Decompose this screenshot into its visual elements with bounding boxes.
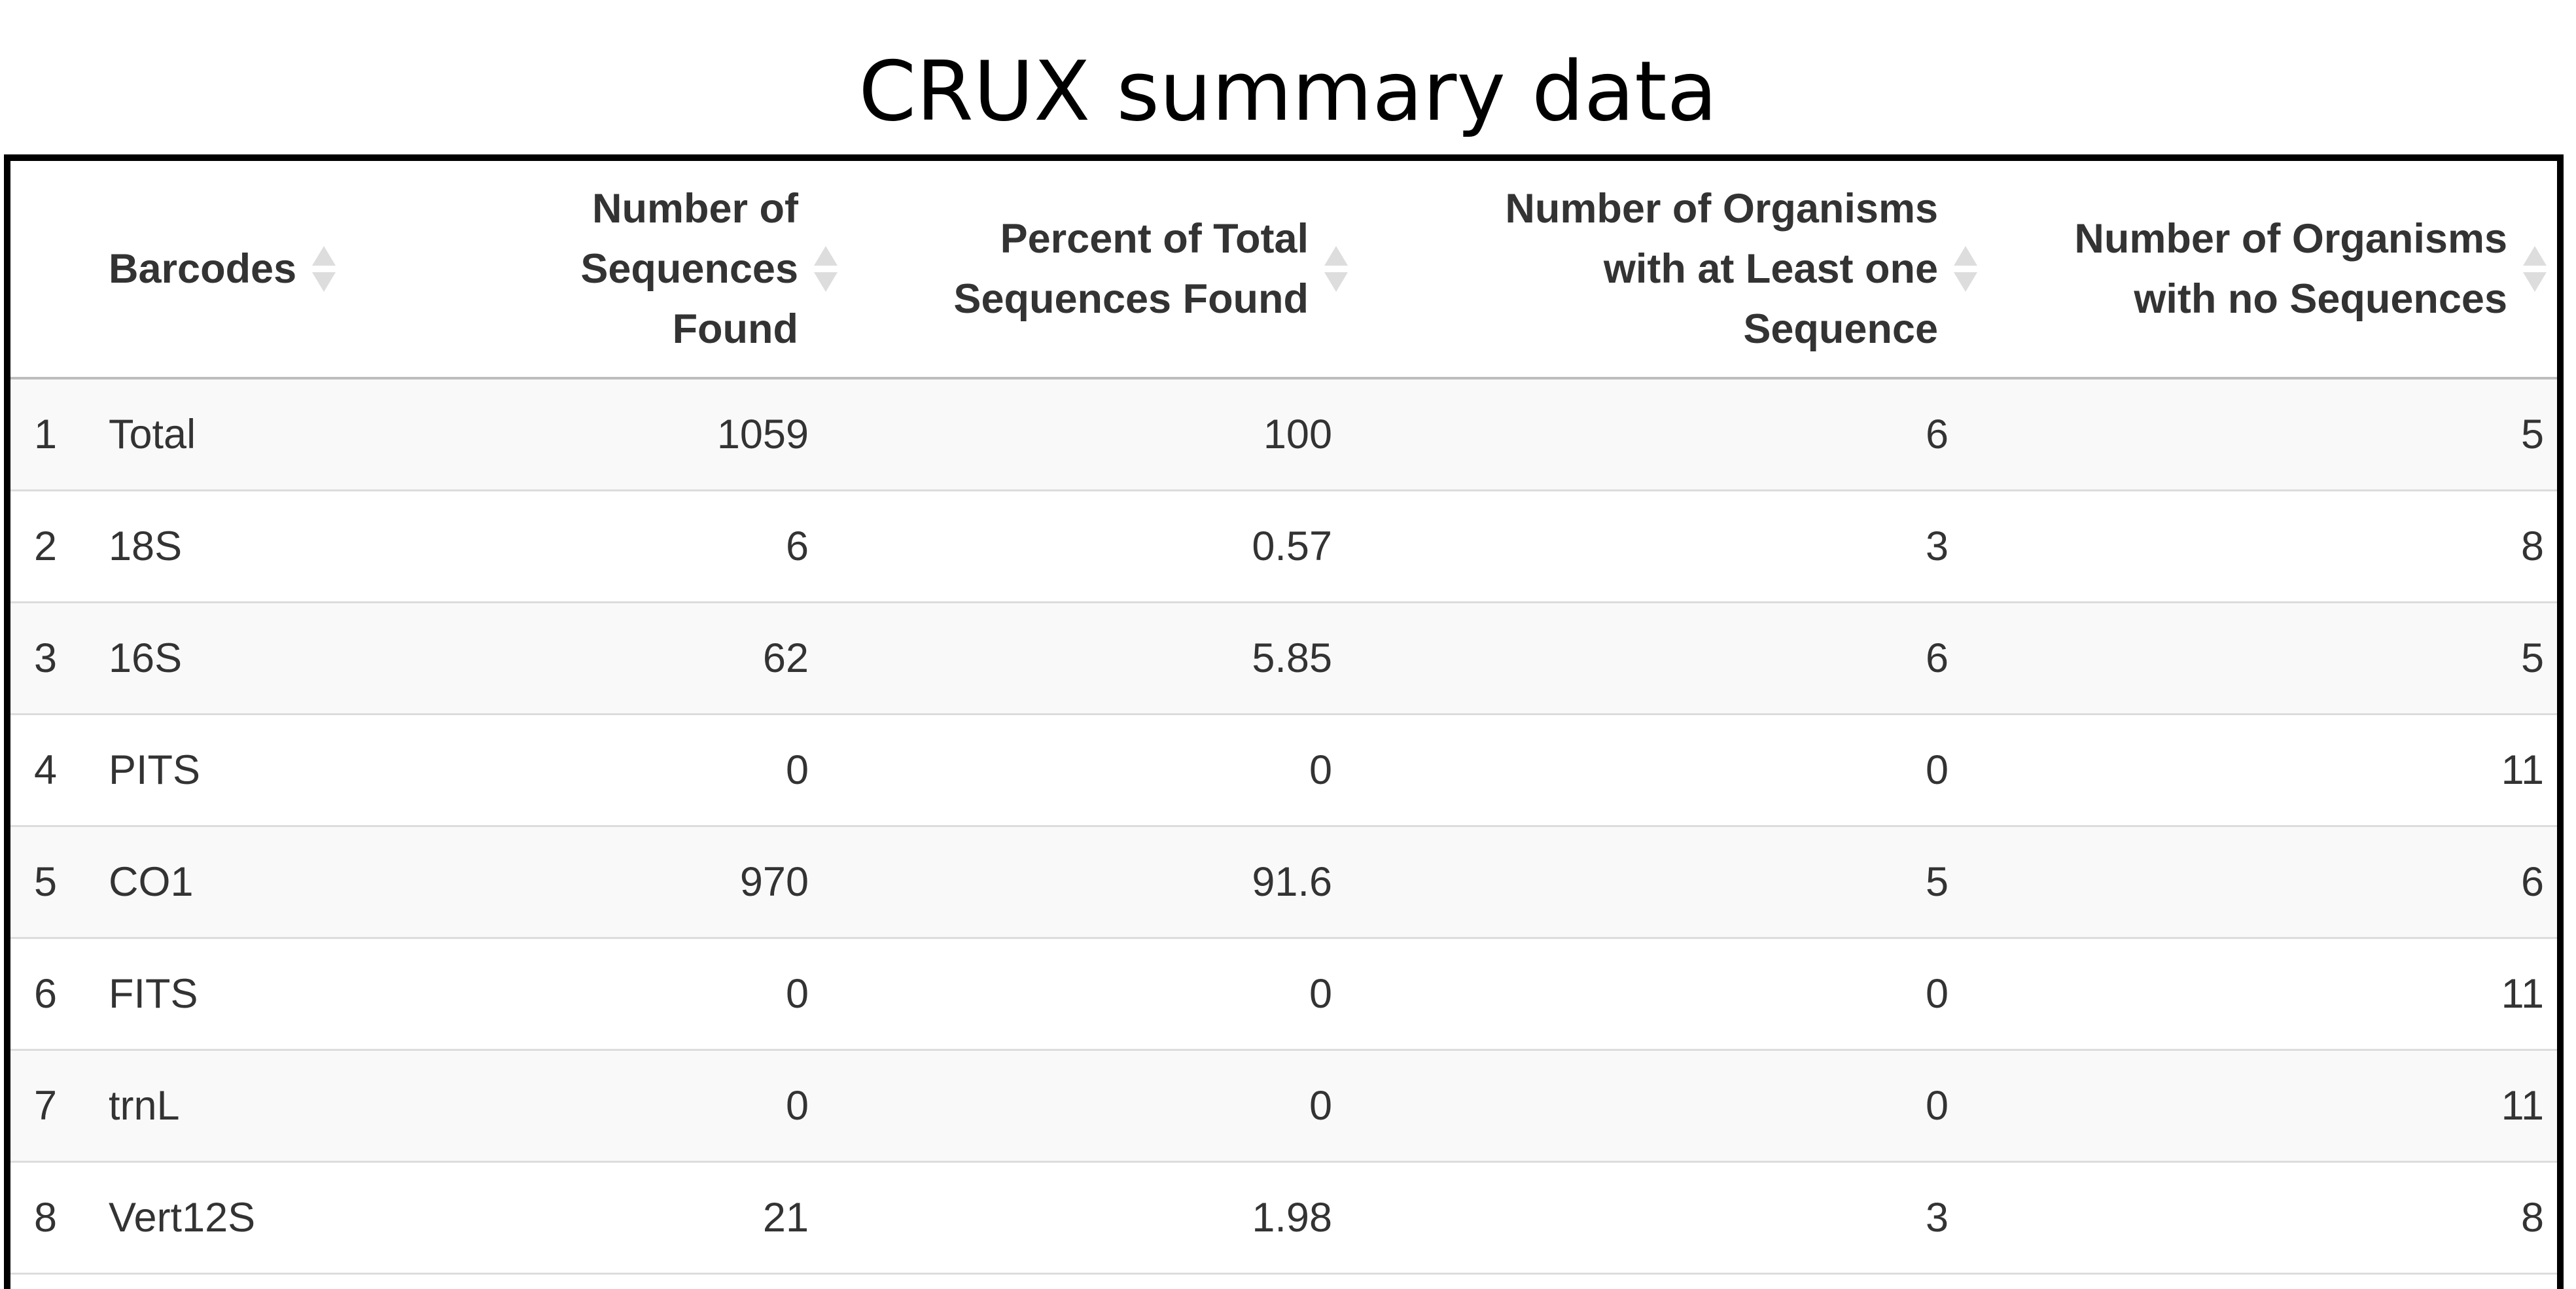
row-index: 2 [10,490,109,603]
summary-table-frame: Barcodes Number of Sequences Found Perce… [4,154,2564,1289]
sort-arrows-icon[interactable] [1952,246,1979,292]
barcode-cell: PITS [109,714,416,827]
orgs-without-cell: 11 [1988,714,2557,827]
header-organisms-no-sequences[interactable]: Number of Organisms with no Sequences [1988,161,2557,380]
orgs-without-cell: 6 [1988,826,2557,939]
header-sequences-found[interactable]: Number of Sequences Found [416,161,848,380]
header-sequences-found-label: Number of Sequences Found [580,186,798,352]
orgs-without-cell: 11 [1988,938,2557,1051]
orgs-with-cell: 5 [1358,826,1988,939]
header-index [10,161,109,380]
sort-arrows-icon[interactable] [311,246,337,292]
orgs-with-cell: 0 [1358,938,1988,1051]
header-barcodes-label: Barcodes [109,246,297,292]
sort-arrows-icon[interactable] [2522,246,2548,292]
row-index: 8 [10,1161,109,1275]
sort-arrows-icon[interactable] [1323,246,1349,292]
table-body: 1 Total 1059 100 6 5 2 18S 6 0.57 3 8 3 … [10,378,2557,1275]
sequences-cell: 970 [416,826,848,939]
orgs-with-cell: 6 [1358,378,1988,491]
header-percent-found-label: Percent of Total Sequences Found [953,216,1309,322]
row-index: 5 [10,826,109,939]
percent-cell: 5.85 [848,602,1358,715]
row-index: 7 [10,1050,109,1163]
header-organisms-with-sequence[interactable]: Number of Organisms with at Least one Se… [1358,161,1988,380]
orgs-with-cell: 3 [1358,490,1988,603]
table-row: 1 Total 1059 100 6 5 [10,378,2557,491]
orgs-without-cell: 5 [1988,378,2557,491]
sequences-cell: 1059 [416,378,848,491]
sort-arrows-icon[interactable] [813,246,839,292]
sequences-cell: 21 [416,1161,848,1275]
sequences-cell: 0 [416,1050,848,1163]
orgs-with-cell: 3 [1358,1161,1988,1275]
barcode-cell: Vert12S [109,1161,416,1275]
table-header: Barcodes Number of Sequences Found Perce… [10,161,2557,380]
table-row: 3 16S 62 5.85 6 5 [10,602,2557,715]
sequences-cell: 62 [416,602,848,715]
table-row: 6 FITS 0 0 0 11 [10,938,2557,1051]
header-organisms-with-sequence-label: Number of Organisms with at Least one Se… [1505,186,1938,352]
table-row: 5 CO1 970 91.6 5 6 [10,826,2557,939]
table-row: 2 18S 6 0.57 3 8 [10,490,2557,603]
table-row: 8 Vert12S 21 1.98 3 8 [10,1161,2557,1275]
page-title: CRUX summary data [858,43,1718,139]
summary-table: Barcodes Number of Sequences Found Perce… [10,161,2557,1275]
sequences-cell: 6 [416,490,848,603]
row-index: 1 [10,378,109,491]
percent-cell: 0 [848,714,1358,827]
orgs-with-cell: 6 [1358,602,1988,715]
barcode-cell: 16S [109,602,416,715]
header-percent-found[interactable]: Percent of Total Sequences Found [848,161,1358,380]
orgs-without-cell: 8 [1988,490,2557,603]
barcode-cell: FITS [109,938,416,1051]
percent-cell: 0 [848,1050,1358,1163]
barcode-cell: trnL [109,1050,416,1163]
barcode-cell: 18S [109,490,416,603]
table-row: 7 trnL 0 0 0 11 [10,1050,2557,1163]
table-row: 4 PITS 0 0 0 11 [10,714,2557,827]
percent-cell: 1.98 [848,1161,1358,1275]
orgs-without-cell: 8 [1988,1161,2557,1275]
row-index: 4 [10,714,109,827]
orgs-with-cell: 0 [1358,714,1988,827]
barcode-cell: Total [109,378,416,491]
percent-cell: 0 [848,938,1358,1051]
percent-cell: 91.6 [848,826,1358,939]
barcode-cell: CO1 [109,826,416,939]
percent-cell: 0.57 [848,490,1358,603]
header-barcodes[interactable]: Barcodes [109,161,416,380]
orgs-without-cell: 5 [1988,602,2557,715]
row-index: 3 [10,602,109,715]
header-row: Barcodes Number of Sequences Found Perce… [10,161,2557,380]
percent-cell: 100 [848,378,1358,491]
orgs-without-cell: 11 [1988,1050,2557,1163]
sequences-cell: 0 [416,714,848,827]
header-organisms-no-sequences-label: Number of Organisms with no Sequences [2074,216,2507,322]
orgs-with-cell: 0 [1358,1050,1988,1163]
row-index: 6 [10,938,109,1051]
sequences-cell: 0 [416,938,848,1051]
